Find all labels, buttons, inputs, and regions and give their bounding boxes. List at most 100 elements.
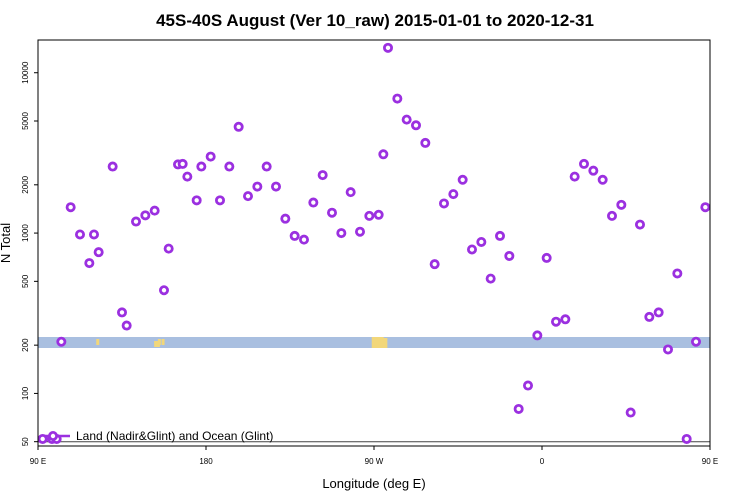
data-point: [163, 243, 174, 254]
data-point: [560, 314, 571, 325]
data-point: [89, 229, 100, 240]
y-axis-label: N Total: [0, 223, 13, 263]
data-point: [252, 181, 263, 192]
land-ocean-strip: [38, 337, 710, 348]
data-point: [364, 210, 375, 221]
data-point: [336, 228, 347, 239]
y-axis: 50 100 200 500 1000 2000 5000 10000: [21, 61, 38, 446]
data-point: [635, 219, 646, 230]
data-point: [401, 114, 412, 125]
data-point: [75, 229, 86, 240]
x-tick-label: 90 E: [30, 457, 46, 466]
land-patch: [161, 339, 165, 345]
data-point: [117, 307, 128, 318]
land-patch: [379, 338, 388, 348]
data-points: [37, 42, 711, 444]
data-point: [420, 137, 431, 148]
data-point: [233, 121, 244, 132]
data-point: [504, 250, 515, 261]
data-point: [242, 191, 253, 202]
land-patch: [96, 339, 100, 345]
data-point: [261, 161, 272, 172]
y-tick-label: 100: [21, 386, 30, 400]
data-point: [191, 195, 202, 206]
x-tick-label: 90 W: [365, 457, 384, 466]
data-point: [466, 244, 477, 255]
data-point: [65, 202, 76, 213]
data-point: [158, 285, 169, 296]
data-point: [579, 158, 590, 169]
data-point: [551, 316, 562, 327]
x-axis-label: Longitude (deg E): [322, 476, 425, 491]
data-point: [616, 199, 627, 210]
chart-title: 45S-40S August (Ver 10_raw) 2015-01-01 t…: [156, 11, 594, 30]
data-point: [476, 236, 487, 247]
data-point: [280, 213, 291, 224]
data-point: [270, 181, 281, 192]
data-point: [569, 171, 580, 182]
x-axis: 90 E 180 90 W 0 90 E: [30, 446, 718, 466]
data-point: [93, 247, 104, 258]
data-point: [149, 205, 160, 216]
y-tick-label: 10000: [21, 61, 30, 84]
data-point: [378, 149, 389, 160]
data-point: [438, 198, 449, 209]
data-point: [345, 187, 356, 198]
data-point: [107, 161, 118, 172]
y-tick-label: 50: [21, 437, 30, 446]
y-tick-label: 1000: [21, 224, 30, 242]
data-point: [182, 171, 193, 182]
data-point: [691, 336, 702, 347]
data-point: [625, 407, 636, 418]
legend: Land (Nadir&Glint) and Ocean (Glint): [44, 429, 273, 443]
data-point: [653, 307, 664, 318]
data-point: [448, 189, 459, 200]
land-patch: [371, 337, 384, 348]
data-point: [672, 268, 683, 279]
y-tick-label: 200: [21, 338, 30, 352]
data-point: [523, 380, 534, 391]
data-point: [130, 216, 141, 227]
x-tick-label: 180: [199, 457, 213, 466]
legend-marker-swatch: [48, 430, 59, 441]
data-point: [224, 161, 235, 172]
data-point: [196, 161, 207, 172]
land-patch: [154, 341, 158, 347]
data-point: [597, 174, 608, 185]
data-point: [457, 174, 468, 185]
legend-label: Land (Nadir&Glint) and Ocean (Glint): [76, 429, 273, 443]
data-point: [429, 259, 440, 270]
x-tick-label: 0: [540, 457, 545, 466]
data-point: [532, 330, 543, 341]
data-point: [485, 273, 496, 284]
data-point: [84, 258, 95, 269]
y-tick-label: 2000: [21, 175, 30, 193]
data-point: [205, 151, 216, 162]
data-point: [214, 195, 225, 206]
data-point: [700, 202, 711, 213]
data-point: [373, 209, 384, 220]
data-point: [326, 207, 337, 218]
data-point: [513, 403, 524, 414]
data-point: [121, 320, 132, 331]
data-point: [392, 93, 403, 104]
land-patch: [156, 341, 160, 347]
data-point: [177, 158, 188, 169]
plot-frame: [37, 39, 711, 447]
data-point: [308, 197, 319, 208]
data-point: [410, 120, 421, 131]
data-point: [607, 210, 618, 221]
data-point: [289, 230, 300, 241]
data-point: [644, 311, 655, 322]
data-point: [298, 234, 309, 245]
data-point: [588, 165, 599, 176]
data-point: [494, 230, 505, 241]
data-point: [56, 336, 67, 347]
data-point: [354, 226, 365, 237]
x-tick-label: 90 E: [702, 457, 718, 466]
data-point: [541, 252, 552, 263]
data-point: [317, 170, 328, 181]
y-tick-label: 5000: [21, 112, 30, 130]
data-point: [681, 433, 692, 444]
